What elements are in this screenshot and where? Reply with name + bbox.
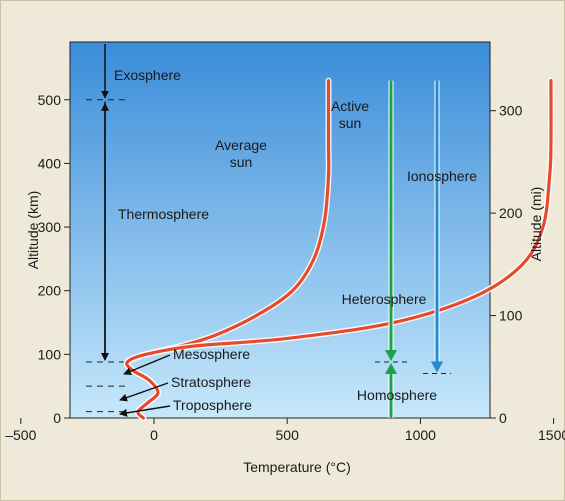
right-tick-label: 300 xyxy=(499,103,523,119)
x-tick-label: 500 xyxy=(276,427,300,443)
x-axis-title: Temperature (°C) xyxy=(243,459,351,475)
active-sun-label-line2: sun xyxy=(339,115,362,131)
right-y-axis: 0 100 200 300 xyxy=(490,103,523,426)
heterosphere-arrowhead xyxy=(385,349,397,361)
series-line-active-sun xyxy=(125,79,553,420)
average-sun-label-line2: sun xyxy=(230,154,253,170)
x-tick-label: 0 xyxy=(150,427,158,443)
left-tick-label: 300 xyxy=(38,219,62,235)
region-bars xyxy=(375,80,451,418)
exosphere-label: Exosphere xyxy=(114,67,181,83)
troposphere-pointer xyxy=(119,405,171,417)
x-tick-label: –500 xyxy=(5,427,36,443)
temperature-series xyxy=(123,77,555,421)
stratosphere-label: Stratosphere xyxy=(171,374,251,390)
right-tick-label: 0 xyxy=(499,410,507,426)
troposphere-label: Troposphere xyxy=(173,397,252,413)
right-tick-label: 100 xyxy=(499,308,523,324)
thermosphere-label: Thermosphere xyxy=(118,206,209,222)
left-y-axis: 0 100 200 300 400 500 xyxy=(38,92,70,426)
right-tick-label: 200 xyxy=(499,205,523,221)
mesosphere-label: Mesosphere xyxy=(173,346,250,362)
right-y-axis-title: Altitude (mi) xyxy=(528,187,544,262)
left-tick-label: 400 xyxy=(38,155,62,171)
stratosphere-pointer xyxy=(119,382,169,402)
left-tick-label: 500 xyxy=(38,92,62,108)
left-tick-label: 100 xyxy=(38,346,62,362)
x-tick-label: 1000 xyxy=(405,427,436,443)
label-arrows xyxy=(119,354,171,417)
heterosphere-label: Heterosphere xyxy=(342,291,427,307)
ionosphere-label: Ionosphere xyxy=(407,168,477,184)
ionosphere-arrowhead xyxy=(431,361,443,373)
mesosphere-pointer xyxy=(123,354,171,376)
x-tick-label: 1500 xyxy=(538,427,565,443)
x-axis: –500 0 500 1000 1500 xyxy=(5,418,565,443)
left-y-axis-title: Altitude (km) xyxy=(25,191,41,270)
active-sun-label-line1: Active xyxy=(331,98,369,114)
homosphere-label: Homosphere xyxy=(357,387,437,403)
average-sun-label-line1: Average xyxy=(215,137,267,153)
left-tick-label: 200 xyxy=(38,283,62,299)
left-tick-label: 0 xyxy=(53,410,61,426)
homosphere-arrowhead xyxy=(385,362,397,374)
